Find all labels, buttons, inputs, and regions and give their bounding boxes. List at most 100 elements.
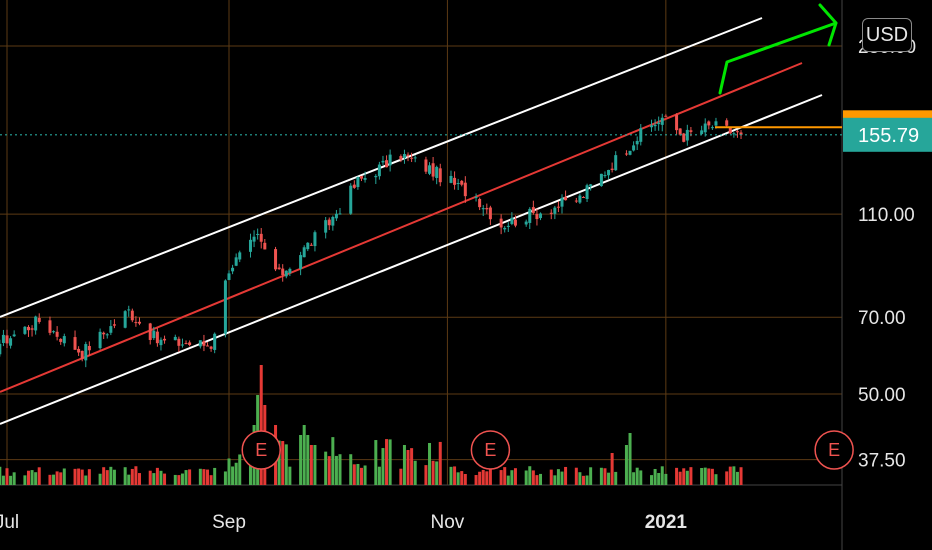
candle-body — [359, 176, 363, 179]
volume-bar — [510, 470, 514, 485]
candle-body — [80, 350, 84, 359]
candle — [599, 173, 603, 187]
candle-body — [402, 154, 406, 159]
volume-bar — [714, 474, 718, 485]
volume-bar — [288, 466, 292, 485]
candle-body — [37, 318, 41, 322]
volume-bar — [202, 469, 206, 485]
time-axis[interactable]: Jul Sep Nov 2021 — [0, 512, 687, 533]
volume-bar — [682, 468, 686, 485]
volume-bar — [173, 474, 177, 485]
arrow-path — [718, 21, 838, 95]
price-axis-label: 70.00 — [858, 308, 906, 329]
candle-body — [524, 221, 528, 225]
candle — [223, 279, 227, 338]
candle-body — [474, 197, 478, 199]
candle-body — [435, 166, 439, 178]
candle-body — [539, 213, 543, 219]
candle — [653, 119, 657, 131]
volume-bar — [302, 425, 306, 485]
candle-body — [453, 177, 457, 185]
candle-body — [463, 182, 467, 197]
volume-bar — [23, 475, 27, 485]
candle — [73, 330, 77, 350]
earnings-marker-label: E — [828, 440, 840, 460]
candle — [703, 118, 707, 137]
volume-bar — [664, 473, 668, 485]
volume-bar — [628, 433, 632, 485]
volume-bar — [675, 467, 679, 485]
candle — [539, 212, 543, 221]
candle — [481, 205, 485, 217]
candle — [284, 270, 288, 279]
volume-bar — [428, 442, 432, 485]
volume-bar — [198, 468, 202, 485]
volume-bar — [589, 467, 593, 485]
candle — [331, 215, 335, 231]
candle — [105, 333, 109, 339]
volume-bar — [349, 454, 353, 485]
volume-bar — [385, 439, 389, 485]
price-tag-label: 155.79 — [858, 125, 919, 147]
candle-body — [356, 176, 360, 188]
candle — [732, 131, 736, 138]
candle-body — [202, 341, 206, 346]
volume-bar — [37, 467, 41, 485]
candle — [413, 155, 417, 163]
candle — [227, 270, 231, 281]
volume-bar — [438, 441, 442, 485]
candle — [735, 130, 739, 138]
candle-body — [438, 168, 442, 183]
candle — [710, 125, 714, 130]
earnings-marker-circle — [814, 430, 854, 470]
candle-body — [252, 236, 256, 242]
volume-bar — [624, 445, 628, 485]
candle-body — [349, 185, 353, 214]
volume-bar — [52, 474, 56, 485]
volume-bar — [77, 468, 81, 485]
candle-body — [338, 213, 342, 215]
candle-body — [506, 225, 510, 227]
price-levels[interactable] — [0, 126, 842, 136]
currency-button[interactable]: USD — [862, 18, 912, 52]
volume-bar — [238, 454, 242, 485]
candle — [463, 176, 467, 203]
candle-body — [26, 326, 30, 331]
candle-body — [206, 345, 210, 347]
candle — [0, 339, 2, 357]
channel-mid-line — [0, 62, 803, 393]
candle — [52, 330, 56, 334]
volume-bar — [607, 472, 611, 485]
target-arrow-drawing[interactable] — [718, 3, 838, 95]
earnings-marker-label: E — [484, 440, 496, 460]
candle-body — [581, 196, 585, 198]
candle-body — [488, 207, 492, 220]
volume-bar — [725, 471, 729, 485]
candle — [5, 329, 9, 349]
candle — [574, 197, 578, 203]
candle-body — [682, 133, 686, 142]
candle — [338, 207, 342, 215]
volume-bar — [413, 460, 417, 485]
candle-body — [9, 338, 13, 346]
candle — [506, 222, 510, 232]
volume-bar — [424, 465, 428, 485]
candle — [62, 333, 66, 347]
volume-bar — [309, 445, 313, 485]
candle — [578, 193, 582, 204]
candle — [610, 162, 614, 173]
candle-body — [413, 157, 417, 159]
candle-body — [309, 244, 313, 246]
volume-bar — [610, 453, 614, 485]
candle — [163, 335, 167, 344]
volume-bar — [127, 474, 131, 485]
volume-bar — [556, 469, 560, 485]
volume-bar — [528, 466, 532, 485]
candle — [513, 215, 517, 228]
trend-channel[interactable] — [0, 17, 823, 425]
candle — [377, 161, 381, 180]
candle — [374, 174, 378, 184]
